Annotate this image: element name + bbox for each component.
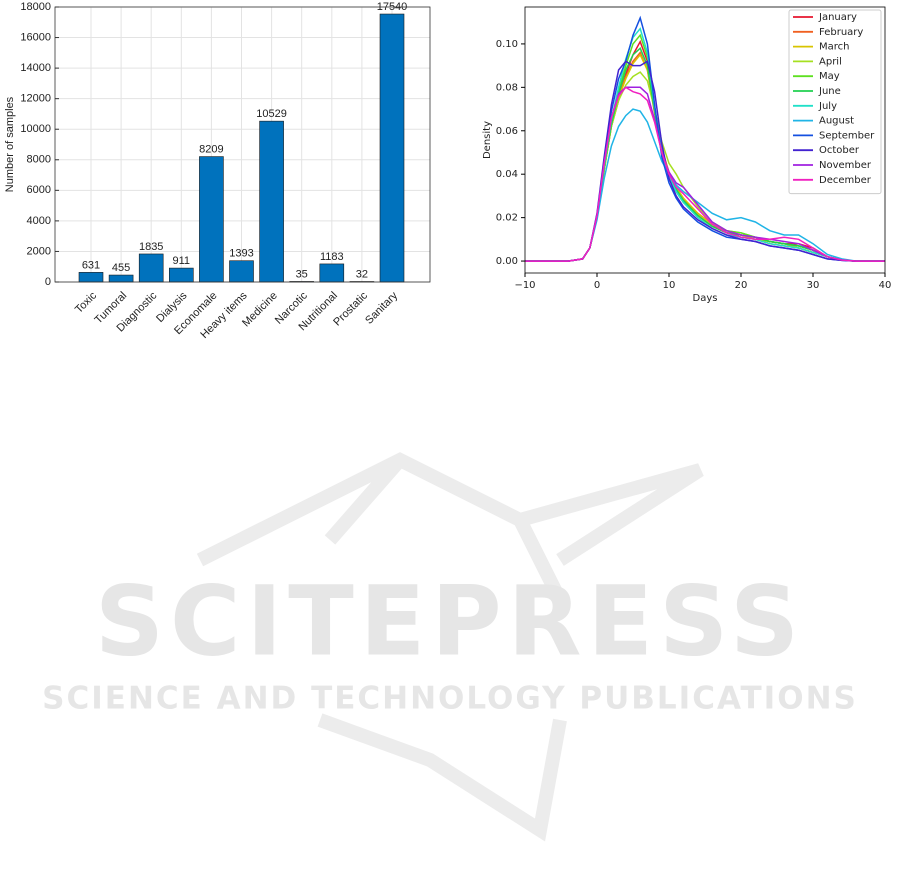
- x-tick-label: Prostatic: [331, 289, 370, 328]
- y-tick-label: 0.02: [496, 213, 518, 224]
- value-label: 631: [82, 259, 100, 271]
- x-tick-label: −10: [514, 280, 535, 291]
- density-line: [525, 60, 885, 262]
- y-tick-label: 0.10: [496, 39, 518, 50]
- watermark-title: SCITEPRESS: [95, 565, 805, 677]
- value-label: 8209: [199, 143, 223, 155]
- bar: [319, 263, 345, 283]
- bar: [199, 156, 224, 283]
- bar: [138, 253, 164, 283]
- legend-label: February: [819, 27, 863, 38]
- value-label: 911: [173, 255, 191, 267]
- bar-chart: 0 2000 4000 6000 8000 10000 12000 14000 16000 180…: [4, 1, 431, 341]
- bar: [108, 274, 134, 283]
- plot-area: [55, 7, 430, 282]
- legend-label: December: [819, 175, 872, 186]
- legend-label: January: [818, 12, 857, 23]
- y-tick-label: 10000: [20, 123, 51, 135]
- watermark: SCITEPRESS SCIENCE AND TECHNOLOGY PUBLIC…: [42, 452, 858, 842]
- axes-frame: [524, 6, 886, 274]
- watermark-logo: [196, 452, 704, 842]
- bar: [259, 120, 284, 283]
- y-tick-label: 2000: [27, 245, 51, 257]
- bar: [169, 267, 194, 283]
- legend-label: July: [818, 101, 837, 112]
- x-tick-label: 10: [663, 280, 676, 291]
- density-line: [525, 86, 885, 262]
- value-label: 1835: [139, 241, 163, 253]
- value-label: 10529: [256, 108, 287, 120]
- value-label: 455: [112, 262, 130, 274]
- legend-label: May: [819, 71, 840, 82]
- axes-frame: [54, 6, 431, 283]
- value-label: 1183: [320, 251, 344, 263]
- watermark-subtitle: SCIENCE AND TECHNOLOGY PUBLICATIONS: [42, 681, 858, 717]
- value-label: 32: [356, 268, 368, 280]
- bar: [379, 13, 405, 283]
- value-label: 1393: [229, 248, 253, 260]
- value-label: 35: [296, 268, 308, 280]
- y-tick-label: 14000: [20, 62, 51, 74]
- x-tick-label: 30: [807, 280, 820, 291]
- x-tick-label: 20: [735, 280, 748, 291]
- y-tick-label: 4000: [27, 215, 51, 227]
- legend-box: [788, 9, 882, 195]
- x-tick-label: 40: [879, 280, 892, 291]
- y-tick-label: 12000: [20, 93, 51, 105]
- y-axis-label: Number of samples: [4, 96, 16, 192]
- y-axis-label: Density: [482, 121, 493, 159]
- bar: [229, 260, 254, 283]
- y-tick-label: 18000: [20, 1, 51, 13]
- y-tick-label: 0.06: [496, 126, 518, 137]
- y-tick-label: 6000: [27, 184, 51, 196]
- y-tick-label: 0.00: [496, 256, 518, 267]
- legend-label: March: [819, 42, 849, 53]
- legend-label: November: [819, 160, 872, 171]
- density-chart: 0.00 0.02 0.04 0.06 0.08 0.10 −10 0 10 20 30 40 Days…: [482, 6, 892, 304]
- y-tick-label: 0: [45, 276, 51, 288]
- y-tick-label: 16000: [20, 31, 51, 43]
- legend-label: April: [819, 56, 842, 67]
- y-tick-label: 8000: [27, 154, 51, 166]
- x-axis-label: Days: [693, 293, 718, 304]
- x-tick-label: Toxic: [73, 289, 100, 316]
- y-tick-label: 0.04: [496, 169, 518, 180]
- x-tick-label: 0: [594, 280, 600, 291]
- legend-label: August: [819, 116, 854, 127]
- bar: [78, 272, 104, 283]
- legend-label: June: [818, 86, 841, 97]
- x-tick-label: Sanitary: [363, 289, 400, 326]
- legend-label: September: [819, 130, 875, 141]
- y-tick-label: 0.08: [496, 82, 518, 93]
- legend-label: October: [819, 145, 860, 156]
